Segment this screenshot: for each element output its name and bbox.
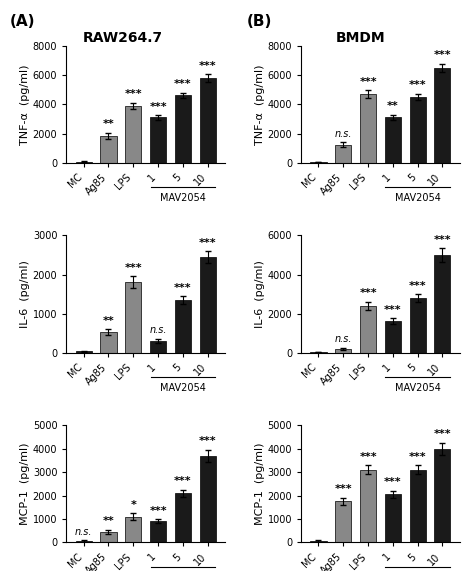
Y-axis label: TNF-α  (pg/ml): TNF-α (pg/ml)	[20, 64, 30, 144]
Bar	[385, 494, 401, 542]
Bar	[200, 257, 216, 353]
Bar	[200, 78, 216, 163]
Bar	[310, 352, 327, 353]
Bar	[76, 352, 92, 353]
Text: ***: ***	[199, 61, 217, 71]
Bar	[434, 67, 450, 163]
Text: n.s.: n.s.	[335, 129, 352, 139]
Bar	[175, 300, 191, 353]
Text: **: **	[103, 119, 114, 129]
Bar	[335, 501, 351, 542]
Bar	[100, 332, 117, 353]
Bar	[150, 118, 166, 163]
Text: n.s.: n.s.	[335, 334, 352, 344]
Text: MAV2054: MAV2054	[395, 383, 440, 393]
Text: ***: ***	[174, 476, 191, 486]
Y-axis label: MCP-1  (pg/ml): MCP-1 (pg/ml)	[255, 443, 264, 525]
Y-axis label: IL-6  (pg/ml): IL-6 (pg/ml)	[255, 260, 264, 328]
Text: MAV2054: MAV2054	[395, 194, 440, 203]
Text: ***: ***	[359, 77, 377, 87]
Text: ***: ***	[149, 102, 167, 112]
Bar	[150, 521, 166, 542]
Text: ***: ***	[434, 429, 451, 439]
Text: ***: ***	[359, 288, 377, 299]
Text: ***: ***	[174, 79, 191, 89]
Text: ***: ***	[434, 235, 451, 244]
Text: ***: ***	[199, 238, 217, 248]
Text: MAV2054: MAV2054	[160, 194, 206, 203]
Text: ***: ***	[359, 452, 377, 461]
Text: **: **	[387, 101, 399, 111]
Y-axis label: IL-6  (pg/ml): IL-6 (pg/ml)	[20, 260, 30, 328]
Text: ***: ***	[174, 283, 191, 292]
Bar	[335, 349, 351, 353]
Bar	[360, 470, 376, 542]
Text: ***: ***	[384, 477, 401, 488]
Bar	[125, 282, 141, 353]
Bar	[410, 298, 426, 353]
Bar	[175, 493, 191, 542]
Text: *: *	[130, 500, 136, 510]
Y-axis label: TNF-α  (pg/ml): TNF-α (pg/ml)	[255, 64, 264, 144]
Bar	[385, 321, 401, 353]
Text: ***: ***	[149, 506, 167, 516]
Bar	[125, 106, 141, 163]
Bar	[76, 541, 92, 542]
Bar	[100, 532, 117, 542]
Bar	[410, 97, 426, 163]
Text: ***: ***	[409, 81, 427, 90]
Bar	[125, 517, 141, 542]
Text: ***: ***	[409, 280, 427, 291]
Text: ***: ***	[125, 89, 142, 99]
Text: BMDM: BMDM	[336, 31, 385, 46]
Bar	[434, 449, 450, 542]
Text: MAV2054: MAV2054	[160, 383, 206, 393]
Bar	[410, 470, 426, 542]
Text: ***: ***	[199, 436, 217, 447]
Bar	[100, 136, 117, 163]
Bar	[335, 144, 351, 163]
Text: **: **	[103, 316, 114, 325]
Y-axis label: MCP-1  (pg/ml): MCP-1 (pg/ml)	[20, 443, 30, 525]
Text: ***: ***	[434, 50, 451, 60]
Bar	[150, 341, 166, 353]
Bar	[434, 255, 450, 353]
Bar	[175, 95, 191, 163]
Text: ***: ***	[335, 484, 352, 494]
Text: ***: ***	[409, 452, 427, 461]
Text: ***: ***	[384, 305, 401, 315]
Text: **: **	[103, 516, 114, 526]
Text: n.s.: n.s.	[75, 527, 92, 537]
Bar	[360, 94, 376, 163]
Bar	[76, 162, 92, 163]
Bar	[200, 456, 216, 542]
Bar	[385, 118, 401, 163]
Bar	[310, 541, 327, 542]
Text: ***: ***	[125, 263, 142, 273]
Bar	[360, 306, 376, 353]
Text: n.s.: n.s.	[149, 325, 167, 335]
Text: (A): (A)	[9, 14, 35, 29]
Bar	[310, 162, 327, 163]
Text: (B): (B)	[246, 14, 272, 29]
Text: RAW264.7: RAW264.7	[83, 31, 164, 46]
